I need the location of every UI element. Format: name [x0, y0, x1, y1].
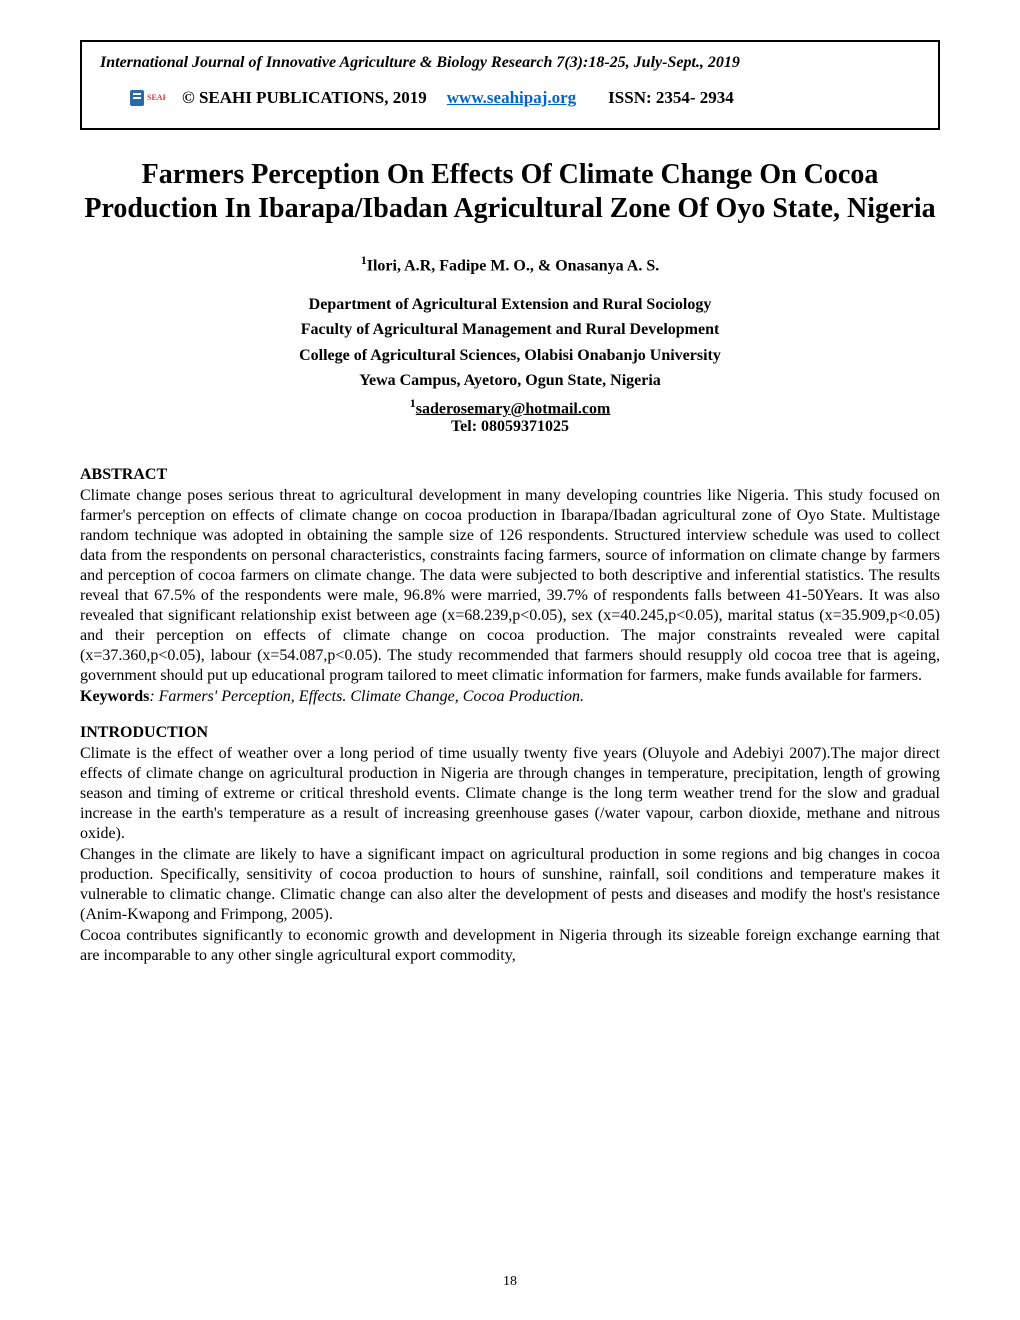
- affiliation-faculty: Faculty of Agricultural Management and R…: [80, 319, 940, 341]
- abstract-heading: ABSTRACT: [80, 466, 940, 484]
- authors-names: Ilori, A.R, Fadipe M. O., & Onasanya A. …: [367, 258, 659, 275]
- paper-title: Farmers Perception On Effects Of Climate…: [80, 158, 940, 225]
- authors-line: 1Ilori, A.R, Fadipe M. O., & Onasanya A.…: [80, 253, 940, 275]
- intro-para-3: Cocoa contributes significantly to econo…: [80, 926, 940, 966]
- keywords-label: Keywords: [80, 688, 149, 705]
- keywords-text: : Farmers' Perception, Effects. Climate …: [149, 688, 584, 705]
- affiliation-college: College of Agricultural Sciences, Olabis…: [80, 345, 940, 367]
- seahi-logo-icon: SEAHI: [130, 86, 166, 110]
- keywords-line: Keywords: Farmers' Perception, Effects. …: [80, 688, 940, 706]
- introduction-heading: INTRODUCTION: [80, 724, 940, 742]
- telephone: Tel: 08059371025: [80, 418, 940, 436]
- affiliation-dept: Department of Agricultural Extension and…: [80, 294, 940, 316]
- email-line: 1saderosemary@hotmail.com: [80, 396, 940, 418]
- publisher-row: SEAHI © SEAHI PUBLICATIONS, 2019 www.sea…: [100, 86, 920, 110]
- publisher-name: © SEAHI PUBLICATIONS, 2019: [182, 88, 427, 108]
- svg-text:SEAHI: SEAHI: [147, 93, 166, 102]
- page-number: 18: [503, 1274, 517, 1290]
- publisher-link[interactable]: www.seahipaj.org: [447, 88, 576, 108]
- header-box: International Journal of Innovative Agri…: [80, 40, 940, 130]
- affiliation-block: Department of Agricultural Extension and…: [80, 294, 940, 437]
- abstract-body: Climate change poses serious threat to a…: [80, 486, 940, 686]
- introduction-body: Climate is the effect of weather over a …: [80, 744, 940, 966]
- journal-citation: International Journal of Innovative Agri…: [100, 54, 920, 72]
- author-email-link[interactable]: saderosemary@hotmail.com: [416, 400, 611, 417]
- introduction-section: INTRODUCTION Climate is the effect of we…: [80, 724, 940, 966]
- publisher-line: © SEAHI PUBLICATIONS, 2019 www.seahipaj.…: [182, 88, 734, 108]
- intro-para-2: Changes in the climate are likely to hav…: [80, 845, 940, 925]
- issn-text: ISSN: 2354- 2934: [608, 88, 734, 108]
- intro-para-1: Climate is the effect of weather over a …: [80, 744, 940, 844]
- abstract-section: ABSTRACT Climate change poses serious th…: [80, 466, 940, 706]
- affiliation-campus: Yewa Campus, Ayetoro, Ogun State, Nigeri…: [80, 370, 940, 392]
